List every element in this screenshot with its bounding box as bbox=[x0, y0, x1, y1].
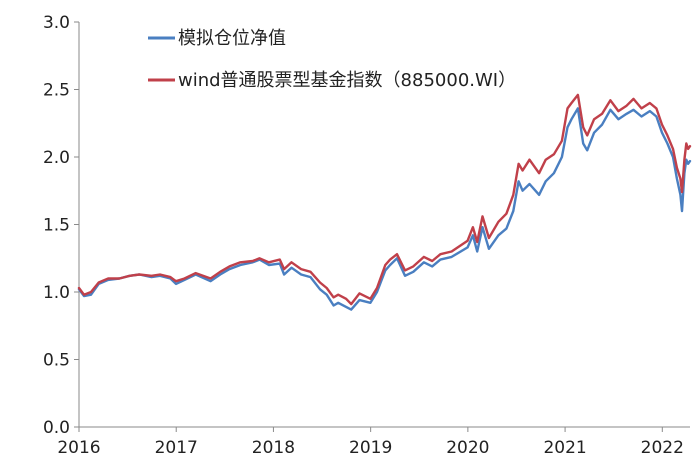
y-tick-label: 2.5 bbox=[43, 81, 70, 101]
x-tick-label: 2018 bbox=[252, 438, 295, 458]
y-tick-label: 0.5 bbox=[43, 351, 70, 371]
series-line-2 bbox=[77, 93, 692, 306]
y-tick-label: 1.5 bbox=[43, 216, 70, 236]
x-tick-label: 2022 bbox=[641, 438, 684, 458]
x-tick-label: 2017 bbox=[155, 438, 198, 458]
series-line-1 bbox=[77, 107, 692, 311]
y-tick-label: 3.0 bbox=[43, 13, 70, 33]
x-tick-label: 2020 bbox=[446, 438, 489, 458]
legend-label-2: wind普通股票型基金指数（885000.WI） bbox=[178, 70, 516, 91]
x-tick-label: 2019 bbox=[349, 438, 392, 458]
legend-label-1: 模拟仓位净值 bbox=[178, 28, 286, 49]
y-tick-label: 0.0 bbox=[43, 418, 70, 438]
y-tick-label: 1.0 bbox=[43, 283, 70, 303]
chart-axes: 0.0 0.5 1.0 1.5 2.0 2.5 3.0 2016 2017 2018 2019 202… bbox=[43, 13, 690, 458]
x-tick-label: 2021 bbox=[543, 438, 586, 458]
x-tick-label: 2016 bbox=[57, 438, 100, 458]
y-tick-label: 2.0 bbox=[43, 148, 70, 168]
chart-series-layer bbox=[77, 93, 692, 311]
chart-legend: 模拟仓位净值 wind普通股票型基金指数（885000.WI） bbox=[148, 28, 516, 91]
